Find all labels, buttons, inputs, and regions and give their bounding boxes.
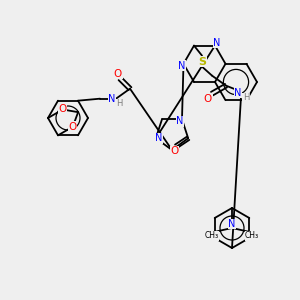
Text: O: O: [69, 122, 77, 132]
Text: O: O: [204, 94, 212, 103]
Text: N: N: [178, 61, 185, 71]
Text: N: N: [228, 219, 236, 229]
Text: S: S: [198, 57, 206, 67]
Text: H: H: [116, 99, 122, 108]
Text: N: N: [213, 38, 221, 48]
Text: N: N: [108, 94, 116, 104]
Text: O: O: [58, 104, 67, 115]
Text: N: N: [176, 116, 184, 126]
Text: CH₃: CH₃: [205, 232, 219, 241]
Text: N: N: [234, 88, 242, 98]
Text: N: N: [155, 133, 163, 143]
Text: O: O: [170, 146, 178, 156]
Text: O: O: [114, 69, 122, 79]
Text: CH₃: CH₃: [245, 232, 259, 241]
Text: H: H: [243, 93, 249, 102]
